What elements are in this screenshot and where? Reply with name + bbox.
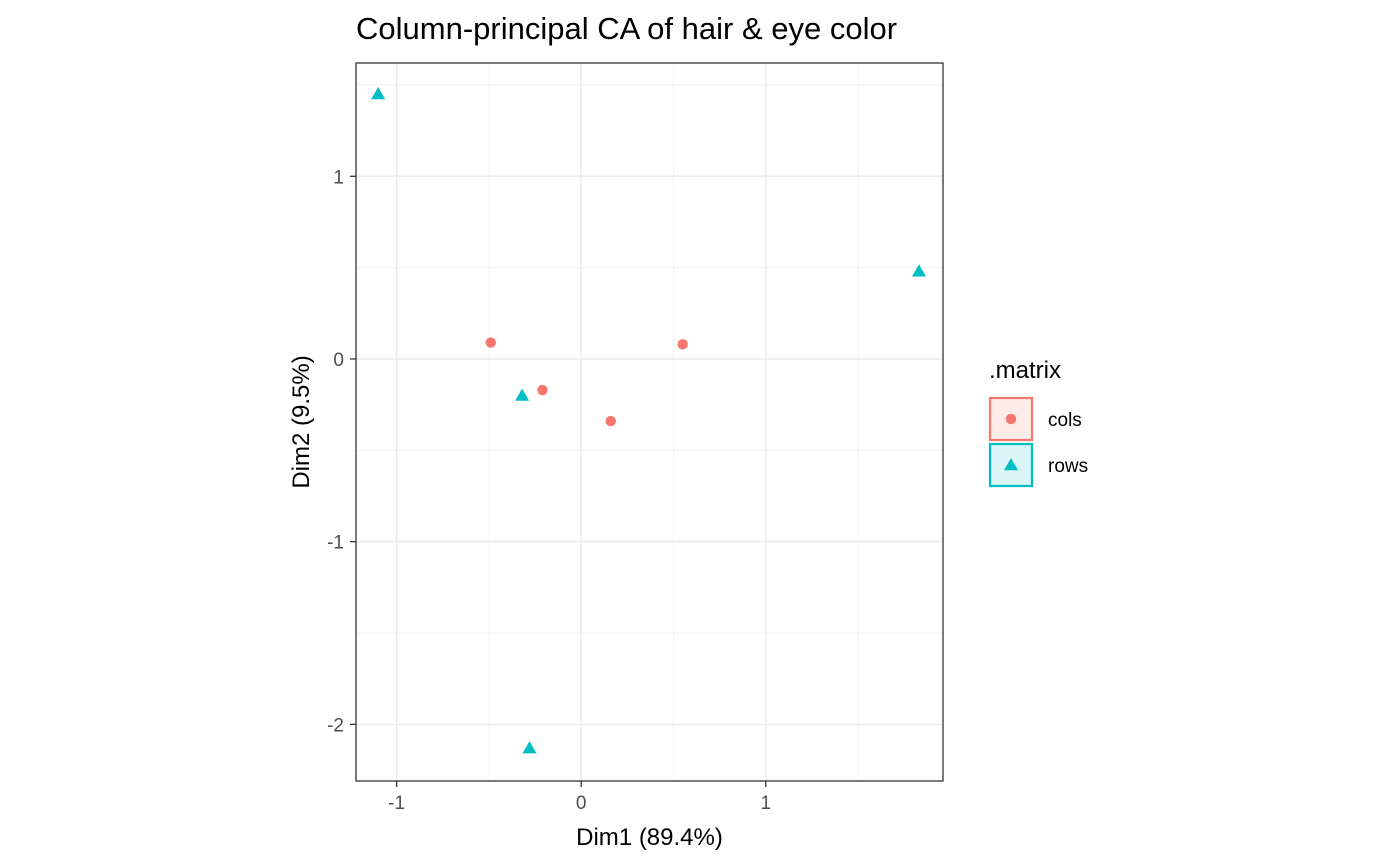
y-tick-label: 0 xyxy=(333,350,344,371)
rows-point xyxy=(515,388,530,401)
cols-point xyxy=(605,415,616,427)
rows-point xyxy=(371,87,386,100)
cols-point xyxy=(537,384,548,396)
plot-panel-border xyxy=(355,62,944,782)
data-points xyxy=(371,87,927,754)
cols-point xyxy=(485,337,496,348)
legend-marker-rows xyxy=(1004,458,1018,471)
chart-title: Column-principal CA of hair & eye color xyxy=(356,11,897,46)
rows-point xyxy=(522,741,537,754)
x-axis-ticks: -1 0 1 xyxy=(388,781,771,814)
x-tick-label: -1 xyxy=(388,793,405,814)
legend-title: .matrix xyxy=(989,357,1061,384)
x-tick-label: 1 xyxy=(761,793,772,814)
y-tick-label: 1 xyxy=(333,167,344,188)
legend-key-rows xyxy=(988,442,1034,488)
x-tick-label: 0 xyxy=(576,793,587,814)
major-gridlines xyxy=(356,63,943,781)
y-tick-label: -2 xyxy=(327,715,344,736)
x-axis-title: Dim1 (89.4%) xyxy=(576,824,723,851)
legend-label-rows: rows xyxy=(1048,456,1088,477)
rows-point xyxy=(912,264,927,277)
y-axis-ticks: -2 -1 0 1 xyxy=(327,167,356,736)
legend-keys: cols rows xyxy=(988,396,1088,488)
legend-marker-cols xyxy=(1005,413,1017,425)
legend: .matrix cols rows xyxy=(988,357,1088,488)
cols-point xyxy=(677,339,688,350)
legend-label-cols: cols xyxy=(1048,410,1082,431)
y-axis-title: Dim2 (9.5%) xyxy=(288,355,315,488)
y-tick-label: -1 xyxy=(327,533,344,554)
minor-gridlines xyxy=(356,63,943,781)
